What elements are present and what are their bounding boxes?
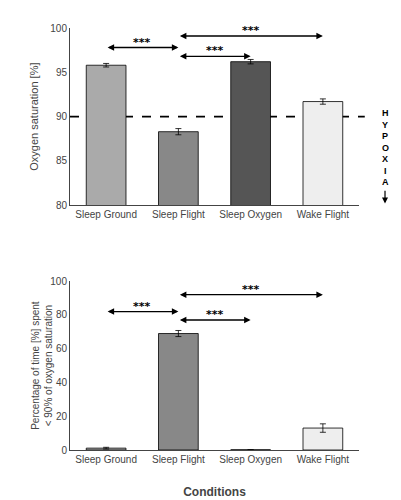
svg-text:Sleep Oxygen: Sleep Oxygen (219, 454, 282, 465)
svg-text:40: 40 (56, 377, 68, 388)
svg-text:***: *** (133, 300, 151, 313)
svg-text:***: *** (242, 24, 260, 37)
svg-text:Sleep Flight: Sleep Flight (152, 209, 205, 220)
svg-text:Y: Y (382, 120, 388, 130)
svg-text:80: 80 (56, 200, 68, 211)
svg-text:0: 0 (61, 445, 67, 456)
svg-text:***: *** (206, 308, 224, 321)
svg-text:90: 90 (56, 111, 68, 122)
svg-text:100: 100 (50, 23, 67, 34)
svg-text:O: O (382, 143, 389, 153)
svg-text:Sleep Ground: Sleep Ground (75, 209, 137, 220)
svg-text:Percentage of time [%] spent<: Percentage of time [%] spent< 90% of oxy… (30, 301, 54, 430)
svg-text:***: *** (242, 283, 260, 296)
svg-text:I: I (384, 166, 387, 176)
svg-text:Wake Flight: Wake Flight (297, 454, 350, 465)
svg-text:***: *** (133, 36, 151, 49)
svg-text:P: P (382, 131, 388, 141)
svg-text:***: *** (206, 44, 224, 57)
svg-text:Sleep Ground: Sleep Ground (75, 454, 137, 465)
svg-text:A: A (382, 177, 389, 187)
svg-text:Conditions: Conditions (183, 485, 246, 499)
svg-text:80: 80 (56, 309, 68, 320)
svg-text:Oxygen saturation [%]: Oxygen saturation [%] (28, 63, 40, 171)
svg-text:100: 100 (50, 276, 67, 287)
svg-text:Sleep Flight: Sleep Flight (152, 454, 205, 465)
svg-text:Wake Flight: Wake Flight (297, 209, 350, 220)
svg-text:20: 20 (56, 411, 68, 422)
svg-text:X: X (382, 154, 388, 164)
svg-text:Sleep Oxygen: Sleep Oxygen (219, 209, 282, 220)
svg-text:85: 85 (56, 155, 68, 166)
svg-text:60: 60 (56, 343, 68, 354)
svg-text:H: H (382, 108, 389, 118)
svg-text:95: 95 (56, 67, 68, 78)
